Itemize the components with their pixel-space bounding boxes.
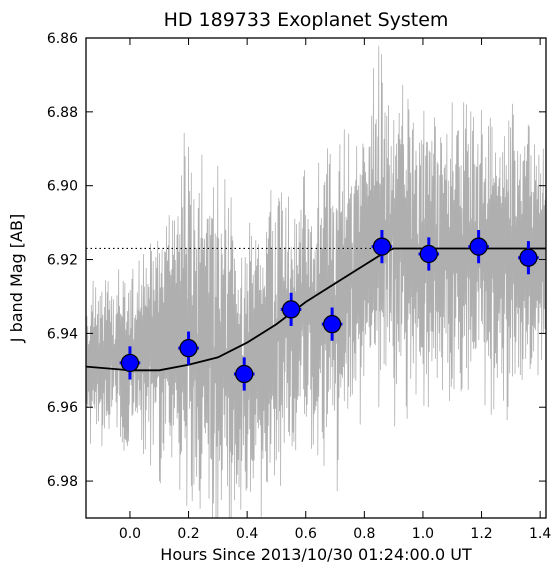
point-marker (372, 237, 392, 256)
y-tick-label: 6.92 (47, 253, 78, 269)
x-tick-label: 0.2 (177, 526, 199, 542)
binned-point-8 (518, 241, 539, 275)
point-marker (179, 339, 198, 358)
y-tick-label: 6.90 (47, 179, 78, 195)
x-tick-label: 0.6 (295, 526, 317, 542)
y-tick-label: 6.86 (47, 31, 78, 47)
x-tick-label: 1.2 (470, 526, 492, 542)
x-tick-label: 1.4 (529, 526, 551, 542)
y-tick-label: 6.94 (47, 326, 78, 342)
binned-point-1 (178, 331, 199, 365)
binned-point-4 (321, 307, 343, 341)
raw-data-series (86, 45, 546, 518)
binned-point-5 (371, 230, 393, 264)
point-marker (519, 248, 538, 267)
binned-point-2 (233, 357, 255, 391)
point-marker (323, 315, 342, 334)
axis-ticks: 0.0 0.2 0.4 0.6 0.8 1.0 1.2 1.4 6.86 6.88 6.90 6.92… (47, 31, 552, 542)
x-tick-label: 0.4 (236, 526, 258, 542)
binned-point-7 (468, 230, 489, 264)
y-tick-label: 6.88 (47, 105, 78, 121)
x-axis-label: Hours Since 2013/10/30 01:24:00.0 UT (160, 545, 472, 564)
binned-point-3 (280, 292, 302, 326)
chart-title: HD 189733 Exoplanet System (164, 9, 449, 31)
plot-frame (85, 37, 547, 519)
point-marker (281, 300, 301, 319)
y-axis-label: J band Mag [AB] (7, 214, 26, 343)
point-marker (469, 237, 488, 256)
binned-points (119, 230, 539, 391)
x-tick-label: 1.0 (412, 526, 434, 542)
binned-point-6 (418, 237, 440, 271)
x-tick-label: 0.8 (353, 526, 375, 542)
binned-point-0 (119, 346, 141, 380)
point-marker (419, 244, 438, 264)
point-marker (120, 353, 140, 373)
y-tick-label: 6.98 (47, 474, 78, 490)
x-tick-label: 0.0 (119, 526, 141, 542)
y-tick-label: 6.96 (47, 400, 78, 416)
point-marker (235, 364, 254, 384)
